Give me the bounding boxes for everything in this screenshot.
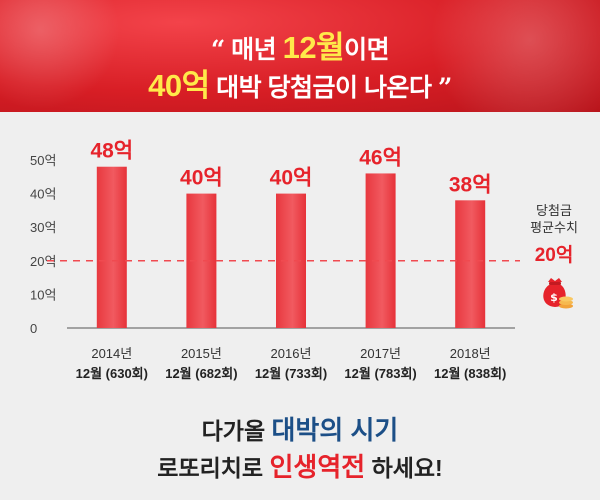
headline-text: 매년 xyxy=(231,36,277,64)
headline-line-2: 40억 대박 당첨금이 나온다 ” xyxy=(0,60,600,105)
headline-highlight-amount: 40억 xyxy=(148,68,210,103)
footer-text: 하세요! xyxy=(371,455,443,481)
y-tick-label: 0 xyxy=(30,321,37,336)
average-label-line-2: 평균수치 xyxy=(530,220,578,235)
close-quote: ” xyxy=(437,73,452,102)
bar-value-label: 38억 xyxy=(449,173,492,196)
bar xyxy=(455,200,486,328)
x-category-label: 12월 (838회) xyxy=(434,366,506,381)
average-label-line-1: 당첨금 xyxy=(536,203,572,218)
bar xyxy=(96,166,127,328)
bar-value-label: 48억 xyxy=(90,140,133,163)
header-banner: “ 매년 12월이면 40억 대박 당첨금이 나온다 ” xyxy=(0,0,600,112)
y-tick-label: 20억 xyxy=(30,254,56,269)
bar-value-label: 40억 xyxy=(180,167,223,190)
y-tick-label: 50억 xyxy=(30,153,56,168)
headline-text: 대박 당첨금이 나온다 xyxy=(216,74,432,102)
bar xyxy=(365,173,396,328)
x-category-label: 2016년 xyxy=(271,346,312,361)
headline-line-1: “ 매년 12월이면 xyxy=(0,22,600,67)
headline-text: 이면 xyxy=(344,36,390,64)
x-category-label: 12월 (682회) xyxy=(165,366,237,381)
x-category-label: 2014년 xyxy=(91,346,132,361)
moneybag-icon: $ xyxy=(543,278,573,309)
prize-bar-chart: 0 10억 20억 30억 40억 50억 48억 2014년 12월 (630회) 40억 201… xyxy=(30,140,520,381)
footer-line-2: 로또리치로 인생역전 하세요! xyxy=(0,447,600,484)
footer-highlight-red: 인생역전 xyxy=(269,452,366,482)
x-category-label: 2017년 xyxy=(360,346,401,361)
footer-highlight-blue: 대박의 시기 xyxy=(271,415,399,445)
open-quote: “ xyxy=(210,35,225,64)
bar-value-label: 46억 xyxy=(359,146,402,169)
footer-line-1: 다가올 대박의 시기 xyxy=(0,410,600,447)
svg-text:$: $ xyxy=(550,291,558,304)
x-category-label: 2018년 xyxy=(450,346,491,361)
average-note: 당첨금 평균수치 20억 xyxy=(520,202,588,267)
y-tick-label: 10억 xyxy=(30,287,56,302)
y-tick-label: 30억 xyxy=(30,220,56,235)
bar-value-label: 40억 xyxy=(270,167,313,190)
bar xyxy=(276,193,306,328)
y-tick-label: 40억 xyxy=(30,187,56,202)
headline-highlight-month: 12월 xyxy=(282,30,345,65)
x-category-label: 12월 (783회) xyxy=(344,366,416,381)
footer-text: 다가올 xyxy=(201,418,266,444)
x-category-label: 12월 (630회) xyxy=(76,366,148,381)
x-category-label: 2015년 xyxy=(181,346,222,361)
x-category-label: 12월 (733회) xyxy=(255,366,327,381)
average-value: 20억 xyxy=(534,245,574,266)
footer-text: 로또리치로 xyxy=(157,455,264,481)
